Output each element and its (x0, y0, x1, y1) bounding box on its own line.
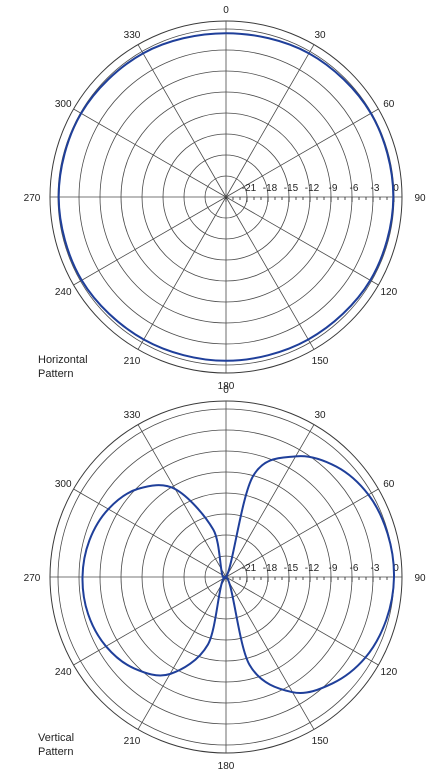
radial-scale-label: -12 (305, 183, 320, 194)
grid-spoke (225, 576, 315, 730)
angle-label: 30 (314, 30, 326, 41)
angle-label: 210 (124, 736, 141, 747)
grid-spoke (225, 576, 379, 666)
angle-label: 270 (24, 193, 41, 204)
angle-label: 120 (380, 287, 397, 298)
grid-spoke (225, 44, 315, 198)
grid-spoke (225, 424, 315, 578)
radial-labels: -21 -18 -15 -12 -9 -6 -3 0 (242, 183, 399, 194)
grid-spoke (225, 196, 379, 286)
angle-label: 60 (383, 99, 395, 110)
chart-title-line-2: Pattern (38, 746, 73, 758)
angle-label: 90 (414, 193, 426, 204)
angle-label: 30 (314, 410, 326, 421)
angle-label: 270 (24, 573, 41, 584)
angle-label: 240 (55, 287, 72, 298)
angle-label: 180 (218, 761, 235, 769)
angle-label: 240 (55, 667, 72, 678)
grid-spoke (73, 488, 227, 578)
grid-spoke (73, 108, 227, 198)
radial-scale-label: -6 (350, 563, 359, 574)
angle-label: 330 (124, 30, 141, 41)
angle-label: 60 (383, 479, 395, 490)
angle-label: 0 (223, 5, 229, 16)
grid-spoke (225, 196, 315, 350)
angle-labels: 0 30 60 90 120 150 180 210 240 270 300 330 (24, 385, 426, 772)
horizontal-pattern-chart: 0 30 60 90 120 150 180 210 240 270 300 330 -21 -18 -15… (24, 5, 426, 392)
grid-spoke (225, 108, 379, 198)
radial-scale-label: -3 (371, 183, 380, 194)
radial-ticks (225, 197, 395, 202)
radial-scale-label: -3 (371, 563, 380, 574)
angle-label: 0 (223, 385, 229, 396)
radial-scale-label: -15 (284, 563, 299, 574)
vertical-pattern-chart: 0 30 60 90 120 150 180 210 240 270 300 330 -21 -18 -15… (24, 385, 426, 772)
radial-labels: -21 -18 -15 -12 -9 -6 -3 0 (242, 563, 399, 574)
polar-grid (49, 20, 403, 374)
radial-scale-label: -9 (329, 183, 338, 194)
radial-scale-label: -9 (329, 563, 338, 574)
grid-spoke (137, 196, 227, 350)
angle-label: 180 (218, 381, 235, 392)
radial-scale-label: -21 (242, 563, 257, 574)
chart-title-line-1: Horizontal (38, 354, 88, 366)
angle-labels: 0 30 60 90 120 150 180 210 240 270 300 330 (24, 5, 426, 392)
angle-label: 120 (380, 667, 397, 678)
angle-label: 330 (124, 410, 141, 421)
radial-scale-label: -21 (242, 183, 257, 194)
radial-scale-label: 0 (393, 183, 399, 194)
grid-spoke (137, 424, 227, 578)
grid-spoke (73, 196, 227, 286)
angle-label: 150 (312, 736, 329, 747)
radial-scale-label: -6 (350, 183, 359, 194)
grid-spoke (137, 576, 227, 730)
radial-scale-label: 0 (393, 563, 399, 574)
radial-scale-label: -12 (305, 563, 320, 574)
angle-label: 210 (124, 356, 141, 367)
grid-spoke (225, 488, 379, 578)
angle-label: 300 (55, 99, 72, 110)
radial-scale-label: -15 (284, 183, 299, 194)
angle-label: 300 (55, 479, 72, 490)
pattern-series-line (57, 32, 395, 362)
grid-spoke (73, 576, 227, 666)
grid-spoke (137, 44, 227, 198)
chart-title-line-2: Pattern (38, 368, 73, 380)
pattern-series-line (81, 455, 396, 694)
radial-scale-label: -18 (263, 563, 278, 574)
angle-label: 90 (414, 573, 426, 584)
angle-label: 150 (312, 356, 329, 367)
radial-ticks (225, 577, 395, 582)
chart-title-line-1: Vertical (38, 732, 74, 744)
radial-scale-label: -18 (263, 183, 278, 194)
